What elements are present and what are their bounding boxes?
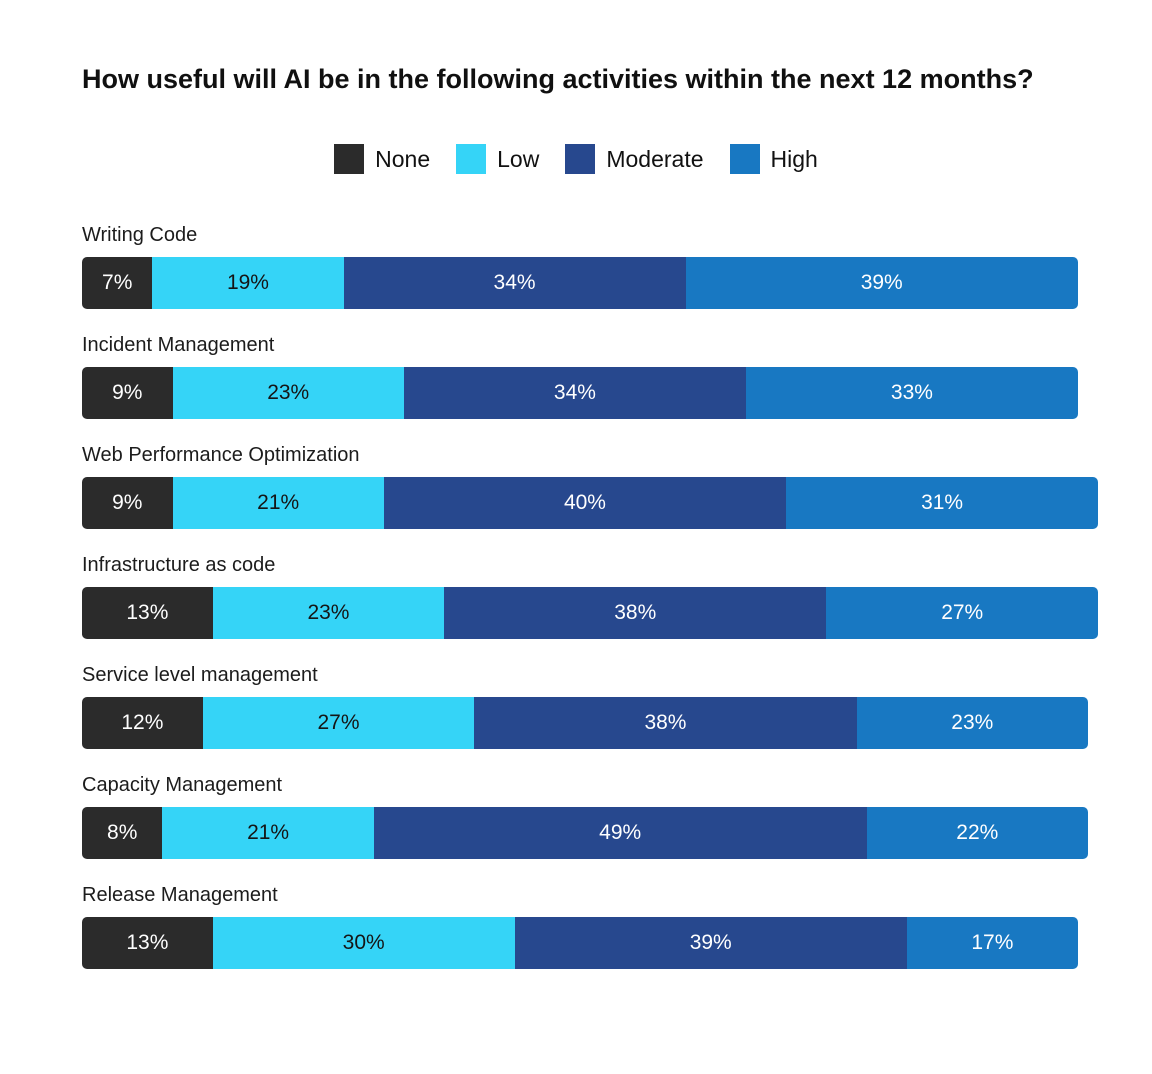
- bar-segment-low: 21%: [162, 807, 374, 859]
- bar-segment-high: 39%: [685, 257, 1078, 309]
- chart-row: Incident Management 9% 23% 34% 33%: [82, 334, 1152, 419]
- bar-segment-low: 23%: [212, 587, 445, 639]
- segment-value-label: 13%: [126, 931, 169, 954]
- bar-segment-none: 12%: [82, 697, 203, 749]
- segment-value-label: 39%: [860, 271, 903, 294]
- bar-segment-moderate: 49%: [373, 807, 867, 859]
- legend-swatch-high: [729, 144, 760, 174]
- bar-segment-high: 27%: [826, 587, 1099, 639]
- stacked-bar: 9% 21% 40% 31%: [82, 477, 1099, 529]
- segment-value-label: 7%: [102, 271, 133, 294]
- segment-value-label: 33%: [890, 381, 933, 404]
- bar-segment-none: 7%: [82, 257, 153, 309]
- segment-value-label: 17%: [971, 931, 1014, 954]
- segment-value-label: 27%: [941, 601, 984, 624]
- stacked-bar: 8% 21% 49% 22%: [82, 807, 1088, 859]
- chart-row: Service level management 12% 27% 38% 23%: [82, 664, 1152, 749]
- bar-segment-none: 8%: [82, 807, 163, 859]
- segment-value-label: 19%: [226, 271, 269, 294]
- stacked-bar: 12% 27% 38% 23%: [82, 697, 1088, 749]
- stacked-bar: 7% 19% 34% 39%: [82, 257, 1088, 309]
- bar-segment-high: 17%: [906, 917, 1078, 969]
- legend: None Low Moderate High: [0, 144, 1152, 174]
- stacked-bar: 9% 23% 34% 33%: [82, 367, 1088, 419]
- segment-value-label: 39%: [689, 931, 732, 954]
- bar-segment-moderate: 38%: [444, 587, 827, 639]
- bar-segment-high: 31%: [786, 477, 1099, 529]
- bar-segment-low: 21%: [172, 477, 384, 529]
- segment-value-label: 30%: [342, 931, 385, 954]
- chart-row: Capacity Management 8% 21% 49% 22%: [82, 774, 1152, 859]
- category-label: Capacity Management: [82, 774, 283, 796]
- stacked-bar: 13% 30% 39% 17%: [82, 917, 1088, 969]
- segment-value-label: 38%: [614, 601, 657, 624]
- legend-label: None: [375, 145, 431, 172]
- chart-page: How useful will AI be in the following a…: [0, 64, 1152, 969]
- bar-segment-moderate: 40%: [383, 477, 787, 529]
- legend-label: Moderate: [606, 145, 704, 172]
- bar-segment-low: 27%: [202, 697, 475, 749]
- legend-item-none: None: [334, 144, 430, 174]
- segment-value-label: 23%: [267, 381, 310, 404]
- stacked-bar-chart: Writing Code 7% 19% 34% 39% Incident Manageme…: [82, 224, 1152, 969]
- bar-segment-low: 23%: [172, 367, 404, 419]
- chart-row: Web Performance Optimization 9% 21% 40% 31%: [82, 444, 1152, 529]
- segment-value-label: 49%: [599, 821, 642, 844]
- chart-row: Writing Code 7% 19% 34% 39%: [82, 224, 1152, 309]
- chart-row: Release Management 13% 30% 39% 17%: [82, 884, 1152, 969]
- legend-label: High: [770, 145, 818, 172]
- bar-segment-none: 13%: [82, 917, 213, 969]
- segment-value-label: 34%: [553, 381, 596, 404]
- segment-value-label: 9%: [112, 381, 143, 404]
- legend-swatch-none: [334, 144, 365, 174]
- segment-value-label: 23%: [307, 601, 350, 624]
- segment-value-label: 8%: [107, 821, 138, 844]
- category-label: Release Management: [82, 884, 278, 906]
- legend-item-moderate: Moderate: [565, 144, 704, 174]
- legend-item-high: High: [729, 144, 818, 174]
- bar-segment-moderate: 39%: [514, 917, 907, 969]
- segment-value-label: 27%: [317, 711, 360, 734]
- legend-item-low: Low: [456, 144, 539, 174]
- segment-value-label: 31%: [921, 491, 964, 514]
- legend-swatch-moderate: [565, 144, 596, 174]
- bar-segment-high: 22%: [866, 807, 1088, 859]
- segment-value-label: 38%: [644, 711, 687, 734]
- category-label: Web Performance Optimization: [82, 444, 360, 466]
- segment-value-label: 23%: [951, 711, 994, 734]
- category-label: Incident Management: [82, 334, 275, 356]
- bar-segment-low: 30%: [212, 917, 515, 969]
- legend-label: Low: [497, 145, 540, 172]
- bar-segment-moderate: 38%: [474, 697, 857, 749]
- segment-value-label: 21%: [247, 821, 290, 844]
- bar-segment-moderate: 34%: [403, 367, 746, 419]
- bar-segment-low: 19%: [152, 257, 344, 309]
- segment-value-label: 34%: [493, 271, 536, 294]
- bar-segment-none: 9%: [82, 367, 173, 419]
- chart-title: How useful will AI be in the following a…: [82, 64, 1034, 94]
- segment-value-label: 12%: [121, 711, 164, 734]
- category-label: Writing Code: [82, 224, 198, 246]
- segment-value-label: 13%: [126, 601, 169, 624]
- segment-value-label: 9%: [112, 491, 143, 514]
- bar-segment-none: 9%: [82, 477, 173, 529]
- stacked-bar: 13% 23% 38% 27%: [82, 587, 1099, 639]
- segment-value-label: 21%: [257, 491, 300, 514]
- bar-segment-none: 13%: [82, 587, 213, 639]
- category-label: Infrastructure as code: [82, 554, 276, 576]
- category-label: Service level management: [82, 664, 318, 686]
- legend-swatch-low: [456, 144, 487, 174]
- segment-value-label: 22%: [956, 821, 999, 844]
- segment-value-label: 40%: [563, 491, 606, 514]
- bar-segment-high: 33%: [745, 367, 1078, 419]
- bar-segment-moderate: 34%: [343, 257, 686, 309]
- chart-row: Infrastructure as code 13% 23% 38% 27%: [82, 554, 1152, 639]
- bar-segment-high: 23%: [856, 697, 1088, 749]
